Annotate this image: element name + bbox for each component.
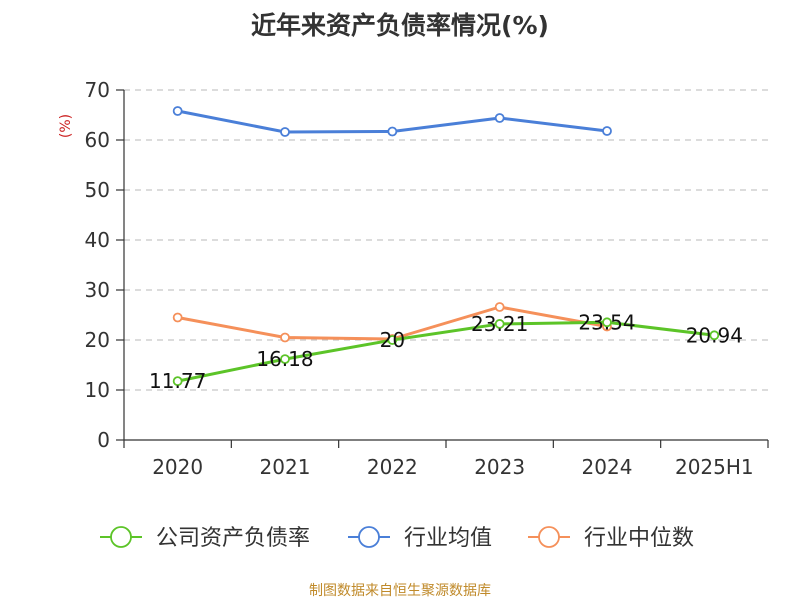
gridlines <box>124 89 768 391</box>
y-tick-label: 70 <box>85 78 110 102</box>
data-label: 11.77 <box>149 369 206 393</box>
x-tick-label: 2020 <box>152 455 203 479</box>
data-label: 23.54 <box>578 310 635 334</box>
data-label: 23.21 <box>471 312 528 336</box>
data-source-note: 制图数据来自恒生聚源数据库 <box>309 583 491 599</box>
y-tick-label: 30 <box>85 278 110 302</box>
data-label: 20 <box>380 328 405 352</box>
data-point <box>602 126 612 136</box>
legend-label: 行业均值 <box>404 526 492 551</box>
legend-marker <box>358 526 380 548</box>
legend-item[interactable]: 行业均值 <box>348 526 492 551</box>
y-tick-label: 50 <box>85 178 110 202</box>
series-line <box>176 320 716 383</box>
legend-marker <box>538 526 560 548</box>
data-point <box>387 126 398 137</box>
legend-label: 行业中位数 <box>584 526 694 551</box>
data-point <box>494 113 505 123</box>
data-label: 20.94 <box>686 323 743 347</box>
y-tick-label: 40 <box>85 228 110 252</box>
data-point <box>280 332 290 343</box>
data-point <box>172 312 183 323</box>
legend[interactable]: 公司资产负债率 行业均值 行业中位数 <box>100 526 694 551</box>
axes: 0 10 20 30 40 50 60 70 2020 2021 2022 2023 2024 2025H… <box>58 78 769 479</box>
y-tick-label: 20 <box>85 328 110 352</box>
data-point <box>172 376 183 387</box>
x-tick-label: 2025H1 <box>675 455 754 479</box>
data-label: 16.18 <box>256 347 313 371</box>
y-tick-label: 10 <box>85 378 110 402</box>
y-axis-unit-label: (%) <box>58 114 74 138</box>
data-point <box>494 319 505 329</box>
x-tick-label: 2023 <box>474 455 525 479</box>
x-tick-label: 2024 <box>582 455 633 479</box>
data-point <box>709 330 720 341</box>
data-point <box>280 127 290 137</box>
data-point <box>387 335 398 345</box>
data-point <box>172 106 183 116</box>
legend-marker <box>110 526 132 548</box>
legend-label: 公司资产负债率 <box>156 526 310 551</box>
data-point <box>494 302 505 312</box>
y-tick-label: 60 <box>85 128 110 152</box>
legend-item[interactable]: 公司资产负债率 <box>100 526 310 551</box>
y-tick-label: 0 <box>97 428 110 452</box>
series-lines <box>172 106 720 387</box>
x-tick-label: 2022 <box>367 455 418 479</box>
data-point <box>602 317 612 328</box>
data-point <box>280 354 290 365</box>
legend-item[interactable]: 行业中位数 <box>528 526 694 551</box>
chart-title: 近年来资产负债率情况(%) <box>251 11 549 40</box>
x-tick-label: 2021 <box>260 455 311 479</box>
data-labels: 11.77 16.18 20 23.21 23.54 20.94 <box>149 310 743 393</box>
